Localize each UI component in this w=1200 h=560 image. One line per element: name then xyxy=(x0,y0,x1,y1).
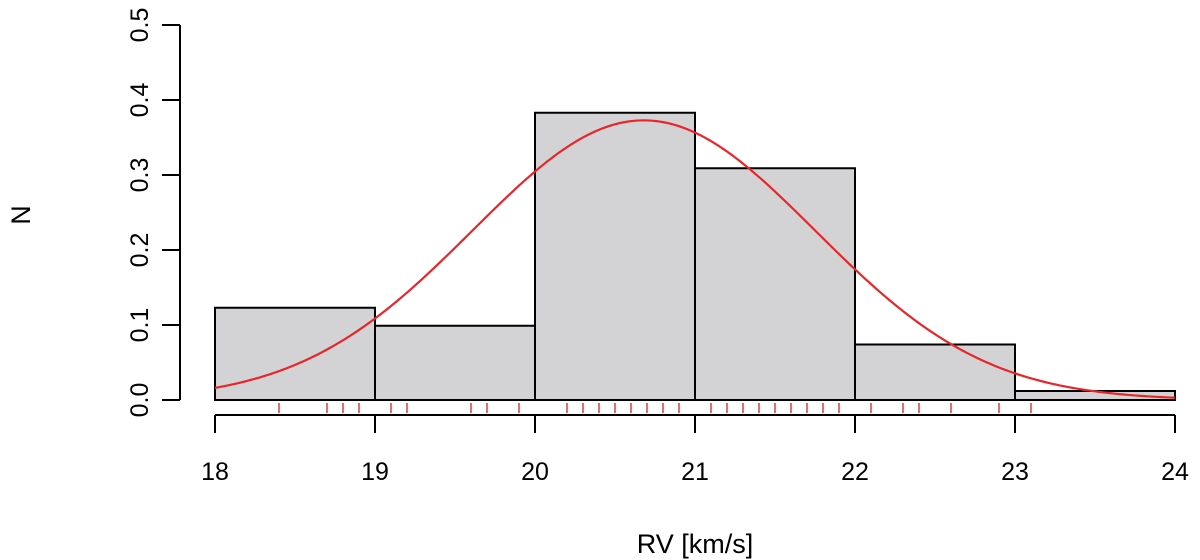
fit-layer xyxy=(214,119,1176,399)
x-tick-label-18: 18 xyxy=(201,458,229,486)
x-axis-title: RV [km/s] xyxy=(637,529,754,559)
y-tick-label-0.2: 0.2 xyxy=(126,233,154,268)
bars-layer xyxy=(214,111,1176,401)
x-tick-label-22: 22 xyxy=(841,458,869,486)
x-tick-label-19: 19 xyxy=(361,458,389,486)
normal-fit-curve xyxy=(214,119,1176,399)
histogram-bar-4 xyxy=(694,167,856,401)
axis-layer: 0.0 0.1 0.2 0.3 0.4 0.5 18 19 20 21 22 23 24 xyxy=(126,8,1189,486)
x-tick-label-21: 21 xyxy=(681,458,709,486)
y-tick-label-0.5: 0.5 xyxy=(126,8,154,43)
y-axis-title: N xyxy=(6,205,36,225)
histogram-bar-5 xyxy=(854,343,1016,401)
y-tick-label-0.3: 0.3 xyxy=(126,158,154,193)
rug-layer xyxy=(278,403,1032,413)
y-tick-label-0.4: 0.4 xyxy=(126,83,154,118)
x-tick-label-20: 20 xyxy=(521,458,549,486)
y-tick-label-0.1: 0.1 xyxy=(126,308,154,343)
histogram-bar-2 xyxy=(374,324,536,401)
y-tick-label-0.0: 0.0 xyxy=(126,383,154,418)
x-tick-label-24: 24 xyxy=(1161,458,1189,486)
x-tick-label-23: 23 xyxy=(1001,458,1029,486)
histogram-bar-1 xyxy=(214,306,376,401)
histogram-bar-3 xyxy=(534,111,696,401)
